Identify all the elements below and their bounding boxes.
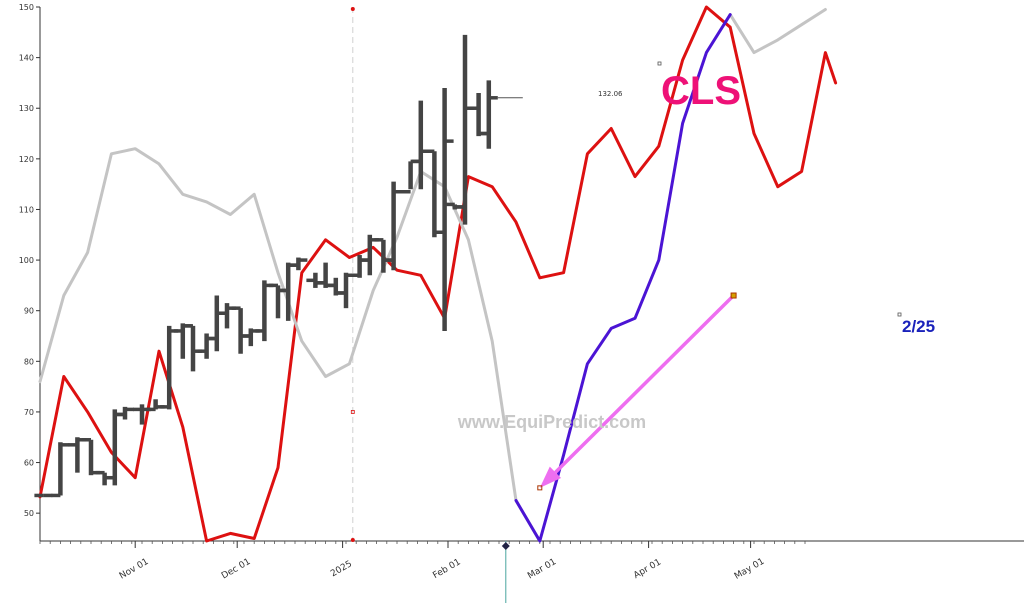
price-bar bbox=[51, 442, 70, 498]
price-bar bbox=[384, 181, 403, 271]
ticker-anchor bbox=[657, 61, 662, 66]
date-label-anchor bbox=[897, 312, 902, 317]
arrow-end-marker bbox=[537, 485, 543, 491]
y-tick-label: 100 bbox=[19, 256, 34, 265]
price-bar bbox=[289, 257, 308, 271]
today-diamond bbox=[501, 542, 510, 550]
y-tick-label: 140 bbox=[19, 54, 34, 63]
y-tick-label: 130 bbox=[19, 104, 34, 113]
arrow-head bbox=[539, 466, 562, 488]
marker-top-dot bbox=[350, 7, 355, 11]
watermark: www.EquiPredict.com bbox=[457, 412, 646, 432]
y-tick-label: 90 bbox=[24, 307, 34, 316]
arrow-start-marker bbox=[730, 292, 737, 299]
y-tick-label: 110 bbox=[19, 205, 34, 214]
y-tick-label: 120 bbox=[19, 155, 34, 164]
y-tick-label: 150 bbox=[19, 3, 34, 12]
y-tick-label: 60 bbox=[24, 459, 34, 468]
price-bars bbox=[34, 34, 523, 498]
ticker-label: CLS bbox=[661, 69, 741, 113]
marker-mid-dot bbox=[350, 410, 355, 414]
arrow-shaft bbox=[554, 294, 735, 474]
marker-bottom-dot bbox=[350, 538, 355, 542]
y-tick-label: 80 bbox=[24, 357, 34, 366]
vertical-marker bbox=[350, 7, 510, 603]
last-price-label: 132.06 bbox=[598, 90, 623, 98]
y-tick-label: 50 bbox=[24, 509, 34, 518]
blue-projection-line bbox=[514, 13, 732, 543]
price-bar bbox=[116, 406, 134, 420]
date-label: 2/25 bbox=[902, 317, 935, 336]
gray-projection-line-tail bbox=[728, 8, 827, 55]
annotations bbox=[537, 61, 902, 491]
price-bar bbox=[479, 80, 498, 149]
y-tick-label: 70 bbox=[24, 408, 34, 417]
price-bar bbox=[435, 87, 454, 331]
